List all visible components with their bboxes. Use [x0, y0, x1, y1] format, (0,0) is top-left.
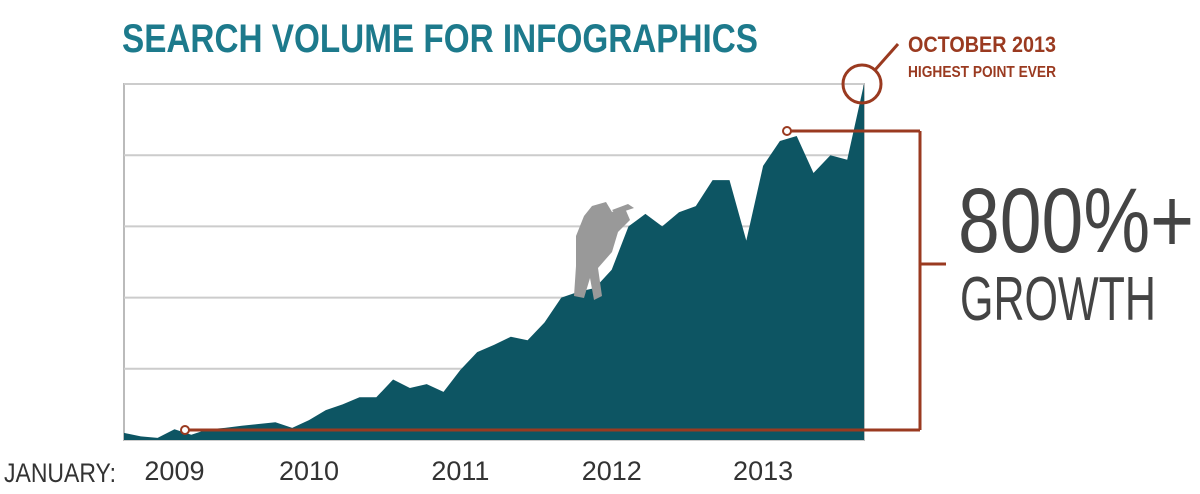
growth-label: GROWTH: [960, 265, 1156, 334]
x-tick-label: 2011: [431, 456, 489, 486]
x-axis-label: JANUARY:: [4, 458, 116, 488]
x-tick-label: 2010: [279, 456, 339, 486]
climber-axe: [612, 204, 634, 214]
growth-value: 800%+: [958, 170, 1194, 272]
x-tick-label: 2013: [733, 456, 793, 486]
peak-pointer: [873, 43, 900, 71]
peak-circle: [841, 63, 883, 105]
x-tick-label: 2012: [582, 456, 642, 486]
plot: [123, 83, 865, 441]
bracket-dot: [782, 126, 792, 136]
peak-title: OCTOBER 2013: [908, 32, 1056, 57]
chart-title: SEARCH VOLUME FOR INFOGRAPHICS: [122, 17, 758, 61]
climber-body: [574, 202, 630, 300]
bracket: [180, 43, 946, 435]
peak-subtitle: HIGHEST POINT EVER: [908, 64, 1056, 81]
x-tick-label: 2009: [144, 456, 204, 486]
climber: [574, 202, 634, 300]
bracket-dot: [180, 425, 190, 435]
area: [124, 84, 864, 440]
